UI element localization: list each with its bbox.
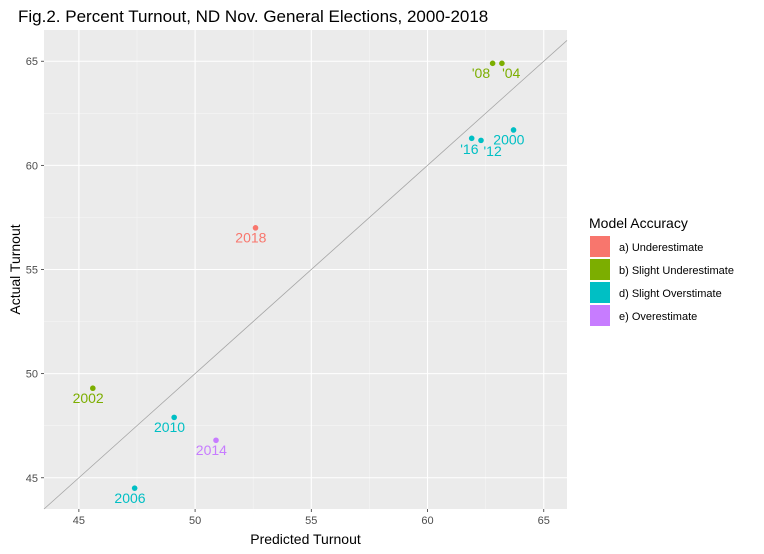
y-tick-label: 60 <box>26 160 38 172</box>
x-tick-label: 65 <box>538 515 550 527</box>
identity-reference-line <box>43 40 568 510</box>
y-tick-label: 50 <box>26 369 38 381</box>
point-label-2018: 2018 <box>235 229 266 245</box>
point-label-2000: 2000 <box>493 132 524 148</box>
x-tick-label: 45 <box>73 515 85 527</box>
y-axis-title: Actual Turnout <box>7 224 23 314</box>
y-tick-label: 45 <box>26 473 38 485</box>
point-label-16: '16 <box>460 141 478 157</box>
legend-label-slight_over: d) Slight Overstimate <box>619 288 722 300</box>
point-2006 <box>131 485 138 491</box>
legend-label-slight_under: b) Slight Underestimate <box>619 265 734 277</box>
point-label-2014: 2014 <box>196 442 227 458</box>
x-axis-title: Predicted Turnout <box>250 531 361 547</box>
point-label-04: '04 <box>502 65 520 81</box>
point-label-2010: 2010 <box>154 419 185 435</box>
x-tick-label: 55 <box>305 515 317 527</box>
point-2010 <box>171 414 177 421</box>
point-label-2006: 2006 <box>114 490 145 506</box>
x-tick-label: 50 <box>189 515 201 527</box>
point-label-2002: 2002 <box>73 390 104 406</box>
legend-swatch-slight_over <box>590 282 610 303</box>
point-16 <box>468 135 475 142</box>
point-12 <box>478 137 484 144</box>
point-2000 <box>510 127 517 133</box>
point-04 <box>499 60 505 67</box>
chart-title: Fig.2. Percent Turnout, ND Nov. General … <box>18 7 488 26</box>
point-2014 <box>213 437 219 444</box>
legend: Model Accuracy a) Underestimate b) Slight… <box>589 215 734 326</box>
legend-label-over: e) Overestimate <box>619 311 697 323</box>
x-axis-ticks: 45 50 55 60 65 <box>73 509 550 527</box>
x-tick-label: 60 <box>421 515 433 527</box>
y-tick-label: 65 <box>26 56 38 68</box>
y-tick-label: 55 <box>26 265 38 277</box>
data-points <box>90 60 517 491</box>
legend-swatch-under <box>590 236 610 257</box>
data-point-labels: 2000 2002 '04 2006 '08 2010 '12 2014 '16 2018 <box>73 65 525 506</box>
point-2002 <box>90 385 96 392</box>
y-axis-ticks: 45 50 55 60 65 <box>26 56 44 485</box>
point-2018 <box>252 225 259 231</box>
legend-swatch-over <box>590 305 610 326</box>
point-label-08: '08 <box>472 65 490 81</box>
legend-title: Model Accuracy <box>589 215 688 231</box>
legend-swatch-slight_under <box>590 259 610 280</box>
point-label-12: '12 <box>483 143 501 159</box>
point-08 <box>489 60 496 67</box>
legend-label-under: a) Underestimate <box>619 242 703 254</box>
